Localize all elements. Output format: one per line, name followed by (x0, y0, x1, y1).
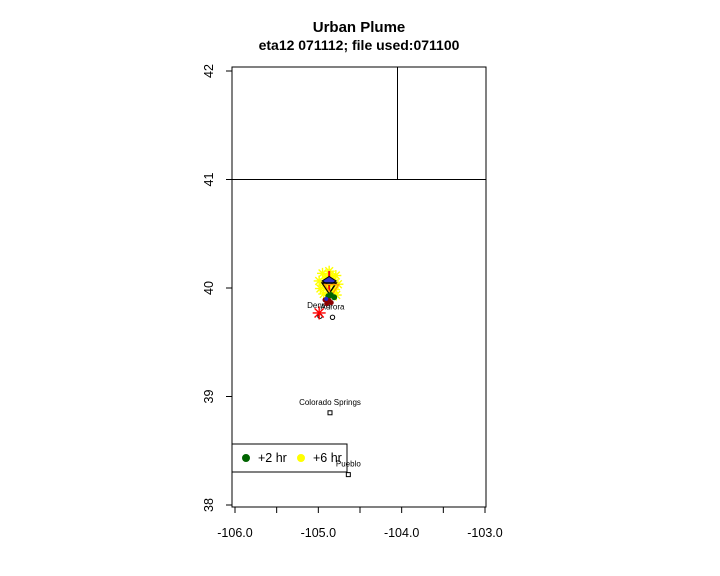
city-marker-aurora (329, 314, 336, 320)
chart-subtitle: eta12 071112; file used:071100 (258, 37, 460, 53)
y-axis-tick-label: 42 (202, 64, 216, 78)
y-axis-tick-label: 39 (202, 390, 216, 404)
ray (314, 307, 325, 319)
city-marker-colorado-springs (327, 410, 333, 416)
legend-marker-1 (242, 454, 250, 462)
chart-title: Urban Plume (312, 19, 406, 36)
city-label-aurora: Aurora (320, 302, 345, 311)
x-axis-tick-label: -104.0 (384, 526, 419, 540)
ray (319, 289, 329, 299)
x-axis-tick-label: -105.0 (301, 526, 336, 540)
y-axis-tick-label: 40 (202, 281, 216, 295)
marker-lines (312, 306, 326, 320)
plume-dark-red-points (324, 301, 330, 307)
y-axis-tick-label: 38 (202, 498, 216, 512)
plume-dark-red-points (328, 300, 334, 306)
plot-frame (231, 66, 487, 508)
city-label-colorado-springs: Colorado Springs (299, 398, 361, 407)
city-marker-pueblo (345, 472, 351, 478)
legend-label-1: +2 hr (258, 451, 287, 465)
plume-blue-point (324, 296, 329, 301)
plume-2hr-points (331, 294, 338, 301)
legend-box (231, 443, 348, 473)
x-axis-tick-label: -103.0 (467, 526, 502, 540)
y-axis-tick-label: 41 (202, 173, 216, 187)
legend-label-2: +6 hr (313, 451, 342, 465)
legend-marker-2 (297, 454, 305, 462)
x-axis-tick-label: -106.0 (217, 526, 252, 540)
city-label-denver: Denver (307, 301, 333, 310)
city-label-pueblo: Pueblo (336, 460, 361, 469)
centroid-triangle-orange (323, 283, 341, 297)
centroid-triangle-black (320, 282, 338, 295)
